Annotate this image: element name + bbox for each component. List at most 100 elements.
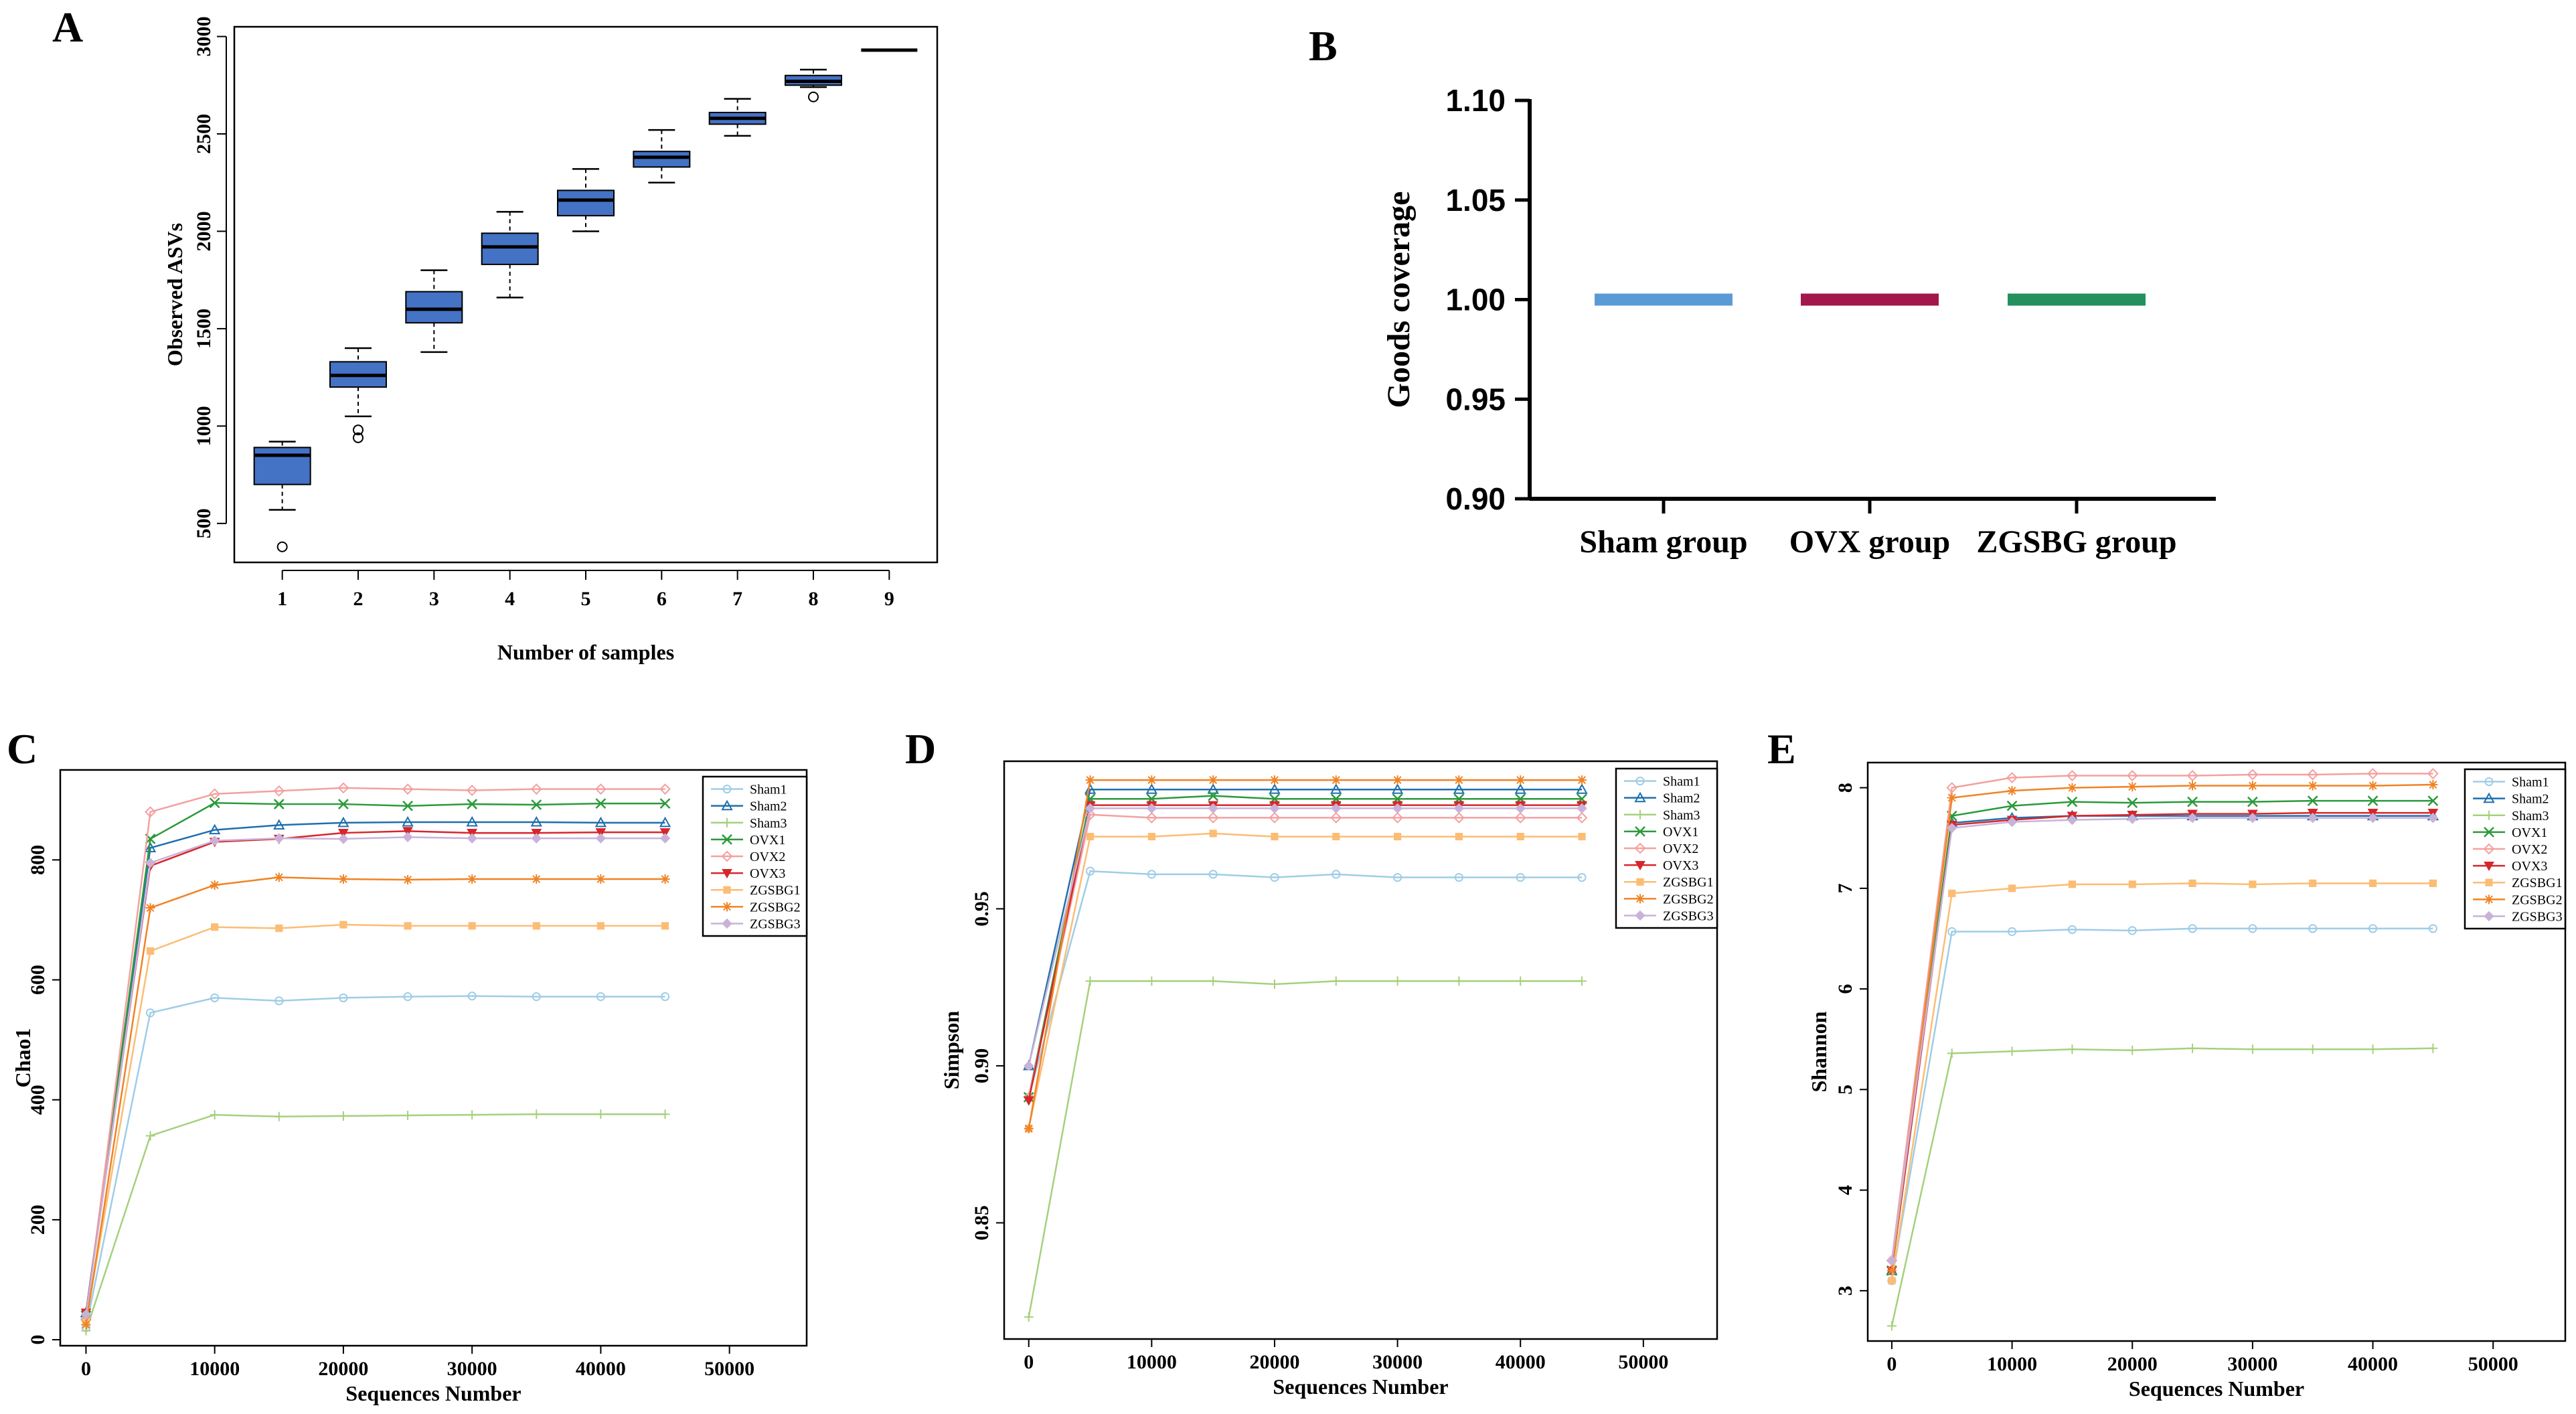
legend-item: OVX2	[1624, 842, 1698, 856]
point-marker	[402, 815, 414, 827]
point-marker	[466, 815, 478, 827]
point-marker	[1635, 809, 1645, 819]
point-marker	[596, 1109, 606, 1119]
point-marker	[338, 828, 349, 839]
legend-label: Sham3	[1663, 808, 1700, 823]
point-marker	[467, 833, 477, 844]
point-marker	[402, 783, 414, 795]
point-marker	[402, 800, 413, 811]
point-marker	[467, 992, 477, 1001]
coverage-bar	[2008, 293, 2146, 306]
point-marker	[1024, 1123, 1034, 1133]
y-axis-label: Simpson	[939, 1011, 963, 1090]
series-line	[1028, 788, 1583, 1067]
point-marker	[595, 833, 607, 844]
point-marker	[1454, 872, 1463, 882]
point-marker	[2127, 797, 2138, 808]
legend-label: ZGSBG1	[2512, 876, 2563, 890]
point-marker	[2249, 880, 2257, 888]
box-group	[329, 347, 387, 443]
point-marker	[2188, 924, 2197, 933]
point-marker	[1269, 979, 1279, 990]
x-tick-label: 10000	[1987, 1353, 2037, 1375]
legend-item: OVX3	[711, 866, 785, 881]
point-marker	[145, 1131, 155, 1141]
y-tick-label: 1500	[193, 309, 215, 349]
point-marker	[145, 858, 156, 868]
box-rect	[481, 232, 539, 265]
point-marker	[659, 828, 671, 838]
point-marker	[403, 874, 413, 884]
point-marker	[1085, 976, 1095, 986]
x-tick-label: 2	[353, 588, 364, 610]
y-tick-label: 1.00	[1445, 283, 1506, 317]
point-marker	[211, 923, 219, 931]
point-marker	[1636, 878, 1644, 886]
x-tick-label: 10000	[189, 1358, 240, 1380]
point-marker	[1147, 976, 1157, 986]
coverage-bar	[1801, 293, 1939, 306]
legend-item: Sham1	[711, 783, 787, 797]
x-tick-label: 30000	[2227, 1353, 2277, 1375]
series-ovx1	[1886, 795, 2439, 1276]
point-marker	[722, 902, 732, 912]
legend-label: Sham2	[2512, 792, 2549, 807]
y-axis-label: Chao1	[11, 1028, 35, 1088]
legend-item: Sham2	[2473, 792, 2549, 807]
legend-item: ZGSBG3	[711, 917, 801, 931]
point-marker	[81, 1320, 91, 1330]
point-marker	[1208, 803, 1218, 814]
legend-item: ZGSBG2	[2473, 892, 2563, 907]
point-marker	[1634, 842, 1646, 854]
legend-label: Sham3	[2512, 809, 2549, 823]
point-marker	[1455, 832, 1463, 841]
point-marker	[1147, 775, 1157, 785]
point-marker	[1269, 783, 1281, 794]
point-marker	[660, 1109, 670, 1119]
series-sham3	[1886, 1043, 2438, 1331]
point-marker	[338, 1111, 348, 1121]
point-marker	[1947, 927, 1957, 937]
point-marker	[659, 798, 671, 809]
legend-item: Sham3	[2473, 809, 2549, 823]
point-marker	[1332, 832, 1340, 841]
point-marker	[1635, 826, 1645, 837]
point-marker	[596, 874, 606, 884]
point-marker	[2007, 786, 2017, 796]
legend-label: ZGSBG2	[1663, 892, 1714, 907]
point-marker	[145, 1008, 155, 1018]
point-marker	[722, 817, 732, 828]
legend-label: ZGSBG2	[2512, 892, 2563, 907]
series-line	[85, 802, 665, 1316]
point-marker	[2067, 783, 2077, 793]
x-tick-label: 9	[884, 588, 894, 610]
x-tick-label: 0	[1024, 1351, 1034, 1373]
legend-label: ZGSBG2	[750, 900, 801, 915]
point-marker	[2067, 814, 2078, 826]
legend-label: OVX3	[1663, 858, 1698, 873]
point-marker	[1392, 812, 1404, 823]
point-marker	[80, 1309, 92, 1320]
point-marker	[1948, 889, 1956, 897]
legend-label: OVX2	[1663, 842, 1698, 856]
point-marker	[403, 1111, 413, 1120]
y-tick-label: 2500	[193, 114, 215, 154]
panel-letter-b: B	[1309, 22, 1338, 70]
legend-item: OVX1	[2473, 826, 2547, 840]
point-marker	[404, 922, 412, 930]
point-marker	[596, 922, 605, 930]
point-marker	[1270, 872, 1279, 882]
point-marker	[1208, 976, 1218, 986]
point-marker	[1635, 910, 1645, 921]
box-outlier	[353, 432, 364, 443]
chart-c-chao1: 0 10000 20000 30000 40000 50000 0 200 400 600 800 S…	[11, 769, 808, 1405]
point-marker	[338, 874, 348, 884]
legend-item: ZGSBG1	[711, 883, 801, 898]
point-marker	[210, 880, 220, 890]
point-marker	[2428, 1043, 2438, 1053]
x-tick-label: 40000	[1496, 1351, 1546, 1373]
legend-label: Sham1	[750, 783, 787, 797]
series-line	[1890, 811, 2433, 1271]
point-marker	[337, 816, 349, 828]
